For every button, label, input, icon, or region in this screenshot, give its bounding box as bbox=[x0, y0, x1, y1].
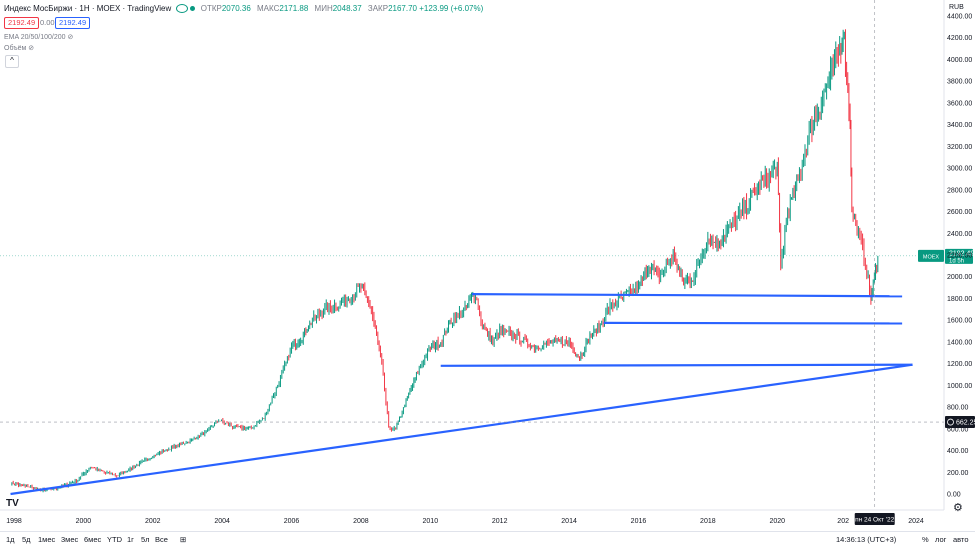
y-tick-label: 3800.00 bbox=[947, 79, 972, 86]
log-toggle[interactable]: лог bbox=[935, 535, 947, 544]
y-tick-label: 2600.00 bbox=[947, 209, 972, 216]
y-tick-label: 1400.00 bbox=[947, 339, 972, 346]
period-5y[interactable]: 5л bbox=[141, 535, 150, 544]
auto-toggle[interactable]: авто bbox=[953, 535, 969, 544]
period-5d[interactable]: 5д bbox=[22, 535, 31, 544]
countdown-value: 1d 5h bbox=[949, 258, 964, 264]
bottom-toolbar: 1д 5д 1мес 3мес 6мес YTD 1г 5л Все ⊞ 14:… bbox=[0, 531, 975, 549]
volume-indicator[interactable]: Объём ⊘ bbox=[4, 44, 34, 52]
y-tick-label: 3600.00 bbox=[947, 100, 972, 107]
y-tick-label: 2000.00 bbox=[947, 274, 972, 281]
x-tick-label: 1998 bbox=[6, 518, 22, 525]
y-tick-label: 4000.00 bbox=[947, 57, 972, 64]
x-tick-label: 2012 bbox=[492, 518, 508, 525]
high-label: МАКС bbox=[257, 4, 280, 13]
x-tick-label: 2002 bbox=[145, 518, 161, 525]
currency-label[interactable]: RUB bbox=[949, 4, 964, 11]
y-tick-label: 600.00 bbox=[947, 426, 969, 433]
spread-value: 0.00 bbox=[40, 18, 55, 27]
ema-indicator-label: EMA 20/50/100/200 bbox=[4, 34, 66, 41]
clock-time[interactable]: 14:36:13 (UTC+3) bbox=[836, 535, 897, 544]
x-tick-label: 2016 bbox=[631, 518, 647, 525]
low-label: МИН bbox=[314, 4, 333, 13]
close-value: 2167.70 bbox=[388, 4, 417, 13]
x-tick-label: 2014 bbox=[561, 518, 577, 525]
period-6m[interactable]: 6мес bbox=[84, 535, 102, 544]
sell-button[interactable]: 2192.49 bbox=[4, 17, 40, 29]
crosshair-date-value: пн 24 Окт '22 bbox=[855, 517, 895, 524]
y-tick-label: 3200.00 bbox=[947, 144, 972, 151]
y-tick-label: 200.00 bbox=[947, 470, 969, 477]
y-tick-label: 1000.00 bbox=[947, 383, 972, 390]
x-tick-label: 2000 bbox=[76, 518, 92, 525]
close-label: ЗАКР bbox=[367, 4, 389, 13]
y-tick-label: 1800.00 bbox=[947, 296, 972, 303]
period-1d[interactable]: 1д bbox=[6, 535, 15, 544]
y-tick-label: 4400.00 bbox=[947, 14, 972, 21]
plus-circle-icon[interactable] bbox=[947, 418, 954, 426]
trend-line[interactable] bbox=[10, 363, 913, 496]
period-ytd[interactable]: YTD bbox=[107, 535, 122, 544]
crosshair-price-value: 662.25 bbox=[956, 420, 975, 427]
symbol-tag bbox=[918, 249, 944, 262]
symbol-title[interactable]: Индекс МосБиржи · 1Н · MOEX · TradingVie… bbox=[4, 4, 172, 13]
open-label: ОТКР bbox=[200, 4, 222, 13]
y-tick-label: 2200.00 bbox=[947, 253, 972, 260]
date-range-icon[interactable]: ⊞ bbox=[180, 535, 187, 544]
trend-line[interactable] bbox=[440, 363, 913, 367]
y-tick-label: 800.00 bbox=[947, 405, 969, 412]
tradingview-logo[interactable]: TV bbox=[6, 498, 19, 509]
x-tick-label: 2018 bbox=[700, 518, 716, 525]
x-tick-label: 2008 bbox=[353, 518, 369, 525]
period-all[interactable]: Все bbox=[155, 535, 168, 544]
settings-gear-icon[interactable]: ⚙ bbox=[953, 502, 963, 514]
volume-indicator-label: Объём bbox=[4, 45, 27, 52]
percent-toggle[interactable]: % bbox=[922, 535, 929, 544]
eye-off-icon[interactable]: ⊘ bbox=[67, 34, 74, 41]
period-1y[interactable]: 1г bbox=[127, 535, 134, 544]
y-tick-label: 400.00 bbox=[947, 448, 969, 455]
y-tick-label: 1200.00 bbox=[947, 361, 972, 368]
x-tick-label: 202 bbox=[837, 518, 849, 525]
eye-off-icon[interactable]: ⊘ bbox=[28, 45, 35, 52]
change-value: +123.99 (+6.07%) bbox=[419, 4, 484, 13]
x-tick-label: 2024 bbox=[908, 518, 924, 525]
x-tick-label: 2004 bbox=[214, 518, 230, 525]
open-value: 2070.36 bbox=[221, 4, 251, 13]
trend-line[interactable] bbox=[471, 293, 903, 298]
y-tick-label: 3000.00 bbox=[947, 166, 972, 173]
last-price-badge bbox=[945, 248, 973, 264]
y-tick-label: 0.00 bbox=[947, 492, 961, 499]
low-value: 2048.37 bbox=[332, 4, 362, 13]
x-tick-label: 2010 bbox=[423, 518, 439, 525]
chart-legend: Индекс МосБиржи · 1Н · MOEX · TradingVie… bbox=[4, 4, 484, 14]
y-tick-label: 2400.00 bbox=[947, 231, 972, 238]
eye-icon[interactable] bbox=[175, 4, 188, 14]
crosshair-price-badge bbox=[945, 416, 975, 429]
y-tick-label: 1600.00 bbox=[947, 318, 972, 325]
x-tick-label: 2006 bbox=[284, 518, 300, 525]
market-status-icon bbox=[189, 6, 195, 12]
collapse-legend-button[interactable]: ^ bbox=[5, 55, 19, 68]
y-tick-label: 2800.00 bbox=[947, 187, 972, 194]
period-1m[interactable]: 1мес bbox=[38, 535, 56, 544]
x-tick-label: 2020 bbox=[769, 518, 785, 525]
period-3m[interactable]: 3мес bbox=[61, 535, 79, 544]
trend-line[interactable] bbox=[603, 321, 903, 325]
buy-button[interactable]: 2192.49 bbox=[55, 17, 91, 29]
last-price-value: 2192.49 bbox=[949, 250, 974, 257]
y-tick-label: 4200.00 bbox=[947, 35, 972, 42]
crosshair-date-badge bbox=[854, 513, 895, 525]
y-tick-label: 3400.00 bbox=[947, 122, 972, 129]
symbol-tag-label: MOEX bbox=[923, 254, 940, 260]
high-value: 2171.88 bbox=[279, 4, 309, 13]
ema-indicator[interactable]: EMA 20/50/100/200 ⊘ bbox=[4, 33, 73, 41]
